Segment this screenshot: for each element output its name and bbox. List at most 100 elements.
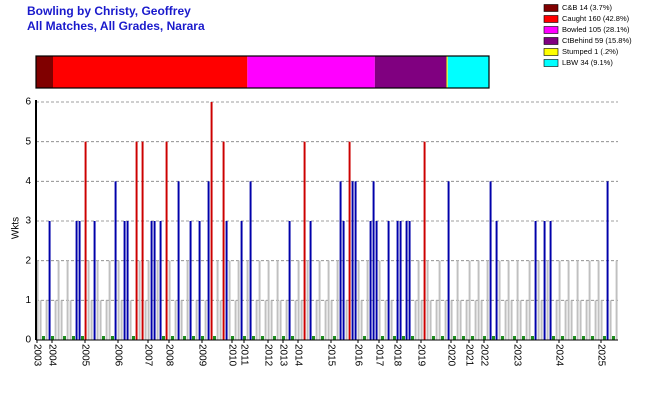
bar	[564, 300, 567, 340]
x-tick-label: 2007	[142, 344, 153, 367]
bar	[471, 336, 474, 340]
bar	[531, 336, 534, 340]
bar	[507, 260, 510, 340]
bar	[273, 336, 276, 340]
bar	[216, 260, 219, 340]
bar	[84, 141, 87, 340]
bar	[63, 336, 66, 340]
bar	[543, 221, 546, 340]
legend-swatch	[543, 4, 559, 12]
bar	[498, 260, 501, 340]
bar	[297, 260, 300, 340]
dismissal-segment	[374, 56, 447, 88]
bar	[492, 336, 495, 340]
x-tick-label: 2008	[163, 344, 174, 367]
bar	[414, 300, 417, 340]
bar	[129, 300, 132, 340]
legend-label: Stumped 1 (.2%)	[562, 47, 619, 56]
bar	[303, 141, 306, 340]
bar	[465, 300, 468, 340]
bar	[300, 300, 303, 340]
bar	[612, 336, 615, 340]
bar	[51, 336, 54, 340]
bar	[546, 260, 549, 340]
bar	[174, 300, 177, 340]
dismissal-segment	[247, 56, 375, 88]
x-tick-label: 2025	[595, 344, 606, 367]
y-tick-label: 6	[25, 97, 31, 108]
bar	[240, 221, 243, 340]
bar	[108, 260, 111, 340]
x-tick-label: 2017	[373, 344, 384, 367]
bar	[294, 300, 297, 340]
bar	[420, 300, 423, 340]
bar	[444, 300, 447, 340]
x-tick-label: 2006	[112, 344, 123, 367]
bar	[495, 221, 498, 340]
bar	[177, 181, 180, 340]
bar	[69, 300, 72, 340]
bar	[42, 336, 45, 340]
bar	[360, 300, 363, 340]
bar	[357, 260, 360, 340]
bar	[402, 336, 405, 340]
bar	[324, 300, 327, 340]
bar	[327, 260, 330, 340]
bar	[453, 336, 456, 340]
bar	[180, 300, 183, 340]
y-tick-label: 3	[25, 216, 31, 227]
bar	[189, 221, 192, 340]
bar	[576, 260, 579, 340]
x-tick-label: 2013	[277, 344, 288, 367]
bar	[231, 336, 234, 340]
bar	[279, 300, 282, 340]
bar	[207, 181, 210, 340]
bar	[39, 300, 42, 340]
legend-swatch	[543, 48, 559, 56]
bar	[462, 336, 465, 340]
x-tick-label: 2012	[262, 344, 273, 367]
bar	[138, 260, 141, 340]
bar	[423, 141, 426, 340]
bar	[378, 260, 381, 340]
bar	[333, 336, 336, 340]
bar	[198, 221, 201, 340]
bar	[468, 260, 471, 340]
bar	[228, 260, 231, 340]
bar	[114, 181, 117, 340]
bar	[195, 300, 198, 340]
bar	[243, 336, 246, 340]
bar	[150, 221, 153, 340]
bar	[234, 300, 237, 340]
legend-swatch	[543, 26, 559, 34]
bar	[501, 336, 504, 340]
bar	[387, 221, 390, 340]
bar	[459, 300, 462, 340]
bar	[528, 260, 531, 340]
bar	[99, 300, 102, 340]
bar	[312, 336, 315, 340]
bar	[369, 221, 372, 340]
bar	[282, 336, 285, 340]
bar	[534, 221, 537, 340]
bar	[480, 300, 483, 340]
bar	[519, 300, 522, 340]
dismissal-frame	[35, 55, 490, 89]
y-tick-label: 0	[25, 335, 31, 346]
y-tick-label: 4	[25, 176, 31, 187]
bar	[432, 336, 435, 340]
bar	[396, 221, 399, 340]
bar	[171, 336, 174, 340]
bar	[60, 300, 63, 340]
bar	[246, 260, 249, 340]
bar	[606, 181, 609, 340]
bar	[345, 300, 348, 340]
bar	[267, 260, 270, 340]
bar	[339, 181, 342, 340]
bar	[309, 221, 312, 340]
bar	[111, 336, 114, 340]
bar	[72, 336, 75, 340]
bar	[159, 221, 162, 340]
bar	[390, 300, 393, 340]
bar	[483, 336, 486, 340]
